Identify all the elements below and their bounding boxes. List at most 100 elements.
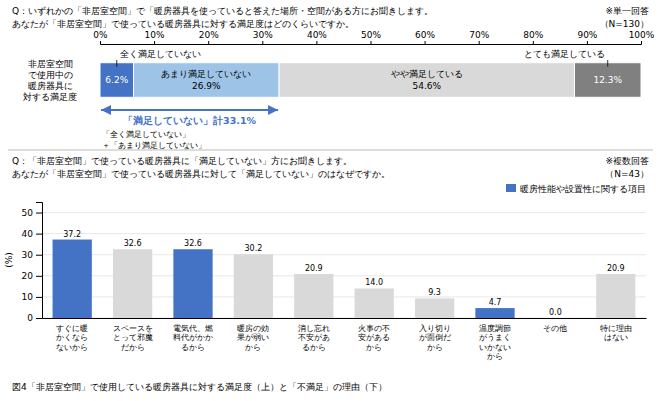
tick-label-line: から [427, 343, 443, 352]
data-label: 0.0 [549, 308, 562, 317]
bar [173, 249, 212, 318]
tick: 50 [22, 208, 42, 218]
data-label: 14.0 [365, 278, 383, 287]
tick: スペースをとって邪魔だから [113, 318, 153, 352]
note: （N=43） [605, 169, 649, 179]
tick-mark [533, 41, 534, 44]
tick-label-line: がうまく [479, 333, 511, 342]
tick-label-line: 特に理由 [600, 324, 632, 333]
legend-swatch [506, 184, 516, 192]
tick-label: 0 [27, 313, 33, 323]
y-axis-label-line: で使用中の [28, 70, 73, 80]
bar-segment [134, 63, 280, 98]
tick-label: 0% [93, 30, 108, 40]
subtitle: あなたが「非居室空間」で使っている暖房器具に対して「満足していない」のはなぜです… [12, 169, 390, 179]
tick-mark [641, 41, 642, 44]
tick-label: 電気代、燃料代がかかるから [173, 324, 213, 351]
labels: 全く満足していない6.2%あまり満足していない26.9%やや満足している54.6… [105, 49, 622, 91]
tick-label: 40% [307, 30, 327, 40]
tick-mark [262, 41, 263, 44]
tick-mark [587, 41, 588, 44]
tick: 10 [22, 292, 42, 302]
tick-mark [100, 41, 101, 44]
y-axis-label-line: 暖房器具に [28, 81, 73, 91]
bar-segment [574, 63, 641, 98]
legend-label: 暖房性能や設置性に関する項目 [520, 184, 646, 194]
tick-label-line: るから [302, 343, 326, 352]
tick-mark [36, 213, 42, 214]
tick-label-line: 温度調節 [479, 324, 511, 333]
legend: 暖房性能や設置性に関する項目 [506, 184, 646, 194]
tick-label-line: だから [121, 343, 145, 352]
tick-mark [154, 41, 155, 44]
tick-label-line: るから [181, 343, 205, 352]
title: Q：いずれかの「非居室空間」で「暖房器具を使っていると答えた場所・空間がある方に… [12, 6, 433, 16]
tick-mark [36, 297, 42, 298]
tick-label-line: 不安があ [298, 333, 330, 342]
series-label: やや満足している [391, 69, 463, 79]
tick-label: 火事の不安があるから [358, 324, 390, 351]
span-arrow [101, 109, 278, 111]
tick-label-line: すぐに暖 [56, 324, 88, 333]
tick-label-line: その他 [543, 324, 567, 333]
data-label: 12.3% [593, 75, 622, 85]
tick-label-line: から [245, 343, 261, 352]
bar [596, 274, 635, 318]
annotation: 「満足していない」計33.1% [123, 115, 256, 127]
tick: 特に理由はない [600, 318, 632, 342]
tick-label: 温度調節がうまくいかないから [479, 324, 511, 361]
tick-label-line: とって邪魔 [113, 333, 153, 342]
tick: 50% [361, 30, 381, 44]
bar [355, 288, 394, 318]
x-axis: 0%10%20%30%40%50%60%70%80%90%100% [93, 30, 654, 45]
tick: 40 [22, 229, 42, 239]
tick: 20 [22, 271, 42, 281]
tick-mark [36, 318, 42, 319]
labels: 37.232.632.630.220.914.09.34.70.020.9 [63, 230, 624, 317]
y-axis-label: 非居室空間で使用中の暖房器具に対する満足度 [23, 59, 77, 102]
tick-label: 30 [22, 250, 34, 260]
tick-label: 入り切りが面倒だから [419, 324, 451, 351]
caption: 図4「非居室空間」で使用している暖房器具に対する満足度（上）と「不満足」の理由（… [12, 382, 387, 392]
bar [475, 308, 514, 318]
tick-label-line: ないから [56, 343, 88, 352]
tick-label: 20 [22, 271, 34, 281]
tick: 電気代、燃料代がかかるから [173, 318, 213, 352]
bar-segment [279, 63, 574, 98]
series-label: とても満足している [524, 49, 605, 59]
tick-label: 特に理由はない [600, 324, 632, 342]
tick-mark [479, 41, 480, 44]
tick: 20% [199, 30, 219, 44]
note: ※複数回答 [605, 156, 649, 166]
tick-label-line: 消し忘れ [298, 324, 330, 333]
tick: 90% [577, 30, 597, 44]
tick-label: すぐに暖かくならないから [56, 324, 88, 351]
tick: 消し忘れ不安があるから [298, 318, 330, 352]
tick-label-line: から [487, 352, 503, 361]
tick-label-line: が面倒だ [419, 333, 451, 342]
bar [294, 274, 333, 318]
tick-label: 消し忘れ不安があるから [298, 324, 330, 351]
tick-label-line: いかない [479, 343, 511, 352]
y-axis-label-line: 非居室空間 [28, 59, 73, 69]
tick: その他 [543, 318, 567, 333]
tick-label: 10 [22, 292, 34, 302]
tick-label: 暖房の効果が弱いから [237, 324, 269, 351]
note: （N=130） [600, 19, 649, 29]
subtitle: あなたが「非居室空間」で使っている暖房器具に対する満足度はどのくらいですか。 [12, 19, 354, 29]
tick-mark [371, 41, 372, 44]
tick: 0% [93, 30, 108, 44]
tick-label: 10% [145, 30, 165, 40]
tick-label-line: スペースを [113, 324, 153, 333]
annotation-note: 「全く満足していない」 [102, 130, 190, 139]
callout-line [607, 60, 608, 67]
tick-label: その他 [543, 324, 567, 333]
tick-label-line: 暖房の効 [237, 324, 269, 333]
tick-label-line: 火事の不 [358, 324, 390, 333]
grid-line [42, 212, 646, 213]
tick-mark [316, 41, 317, 44]
bar [234, 254, 273, 318]
tick-label-line: 果が弱い [237, 333, 269, 342]
tick-mark [36, 255, 42, 256]
data-label: 20.9 [607, 264, 625, 273]
